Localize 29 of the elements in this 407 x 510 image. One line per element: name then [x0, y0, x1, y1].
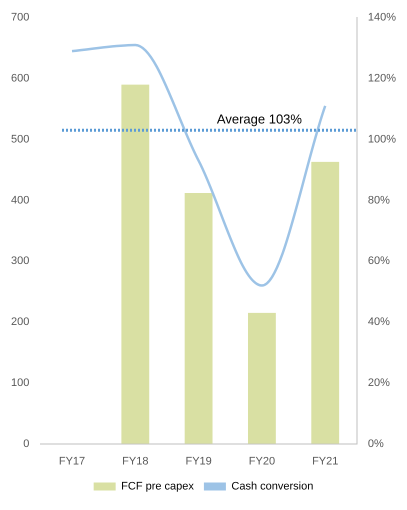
bar [311, 162, 340, 444]
legend-label: FCF pre capex [121, 480, 194, 493]
y2-tick-label: 140% [368, 12, 396, 24]
y-tick-label: 100 [10, 376, 30, 389]
bar [121, 84, 150, 444]
y2-tick-label: 100% [368, 133, 396, 146]
line-series [70, 44, 326, 287]
y-tick-label: 400 [10, 194, 30, 206]
x-tick-label: FY17 [58, 455, 86, 468]
y2-tick-label: 0% [368, 438, 384, 450]
y2-tick-label: 120% [368, 72, 396, 85]
y2-tick-label: 80% [368, 194, 390, 206]
ref-line-label: Average 103% [216, 111, 302, 126]
y2-tick-label: 20% [368, 376, 390, 389]
y2-tick-label: 40% [368, 316, 390, 328]
x-tick-label: FY20 [248, 455, 276, 468]
y2-tick-label: 60% [368, 255, 390, 268]
y-tick-label: 700 [10, 12, 30, 24]
y-tick-label: 600 [10, 72, 30, 85]
x-tick-label: FY18 [122, 455, 148, 468]
x-tick-label: FY21 [312, 455, 338, 468]
bar [184, 192, 213, 444]
y-tick-label: 300 [10, 255, 30, 268]
legend-label: Cash conversion [231, 480, 314, 493]
x-tick-label: FY19 [185, 455, 212, 468]
bar [248, 312, 276, 444]
y-tick-label: 200 [10, 316, 30, 328]
y-tick-label: 0 [23, 438, 30, 450]
y-tick-label: 500 [10, 133, 30, 146]
